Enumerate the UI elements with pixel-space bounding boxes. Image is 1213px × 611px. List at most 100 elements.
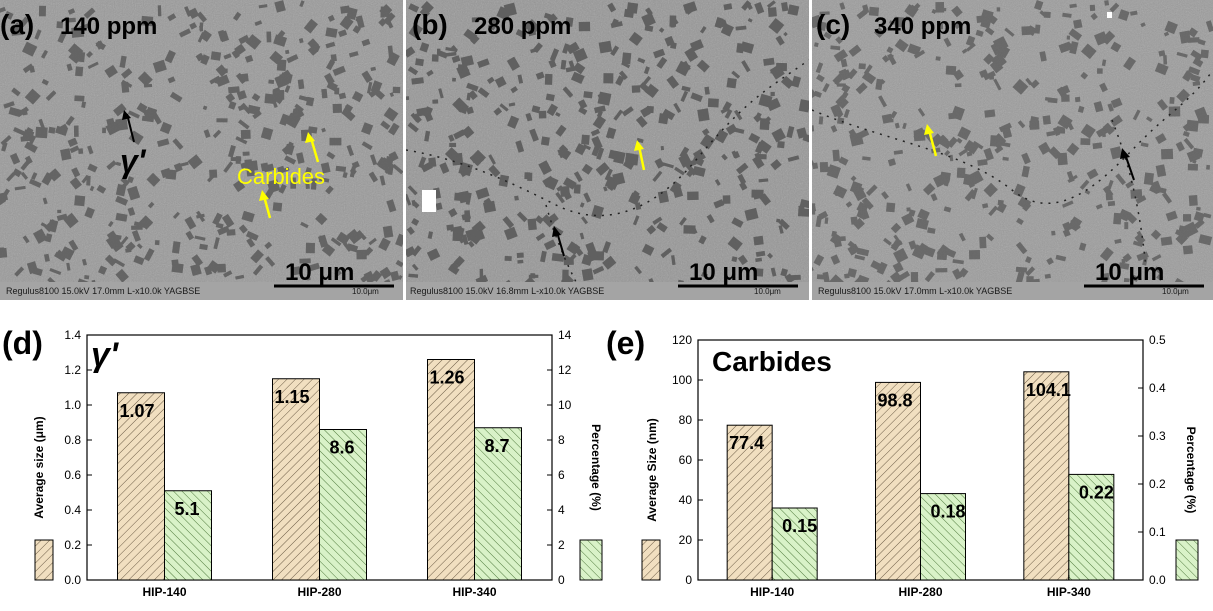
y-right-tick-label: 8: [558, 433, 565, 447]
carbides-annotation: Carbides: [237, 164, 325, 189]
size-bar: [726, 424, 773, 581]
size-bar: [272, 378, 320, 581]
percentage-bar: [1068, 473, 1115, 581]
y-left-tick-label: 100: [672, 373, 692, 387]
concentration-label: 340 ppm: [874, 13, 971, 40]
chart-title: γ': [91, 336, 120, 374]
grain-boundary: [406, 59, 809, 217]
micrograph-c: Regulus8100 15.0kV 17.0mm L-x10.0k YAGBS…: [812, 0, 1213, 300]
size-bar: [875, 381, 921, 581]
y-left-tick-label: 1.2: [64, 363, 81, 377]
size-bar-value: 77.4: [729, 433, 764, 453]
y-right-tick-label: 0.4: [1149, 381, 1166, 395]
carbide-arrow: [927, 129, 938, 157]
micrograph-b-image: Regulus8100 15.0kV 16.8mm L-x10.0k YAGBS…: [406, 0, 809, 300]
percentage-bar-value: 8.7: [485, 436, 510, 456]
y-right-tick-label: 4: [558, 503, 565, 517]
scale-bar-label: 10 μm: [1095, 259, 1164, 286]
percentage-bar-value: 8.6: [330, 438, 355, 458]
gamma-prime-arrow: [556, 231, 565, 257]
size-bar: [427, 359, 475, 581]
size-bar-value: 1.15: [275, 387, 310, 407]
sem-footer: Regulus8100 15.0kV 16.8mm L-x10.0k YAGBS…: [410, 286, 604, 296]
y-left-tick-label: 20: [679, 533, 693, 547]
scale-bar-label: 10 μm: [285, 259, 354, 286]
percentage-bar: [319, 429, 367, 581]
y-left-tick-label: 1.4: [64, 328, 81, 342]
y-right-axis-label: Percentage (%): [589, 424, 603, 511]
y-left-tick-label: 60: [679, 453, 693, 467]
gamma-prime-annotation: γ': [120, 143, 147, 179]
x-tick-label: HIP-340: [1047, 585, 1091, 599]
chart-d-svg: 0.0 0.2 0.4 0.6 0.8 1.0 1.2 1.4 0 2 4 6 8 10 12 14 1.07 5…: [2, 325, 603, 599]
scale-bar-label: 10 μm: [689, 259, 758, 286]
percentage-bar: [771, 507, 818, 581]
y-left-tick-label: 0: [685, 573, 692, 587]
micrograph-c-image: Regulus8100 15.0kV 17.0mm L-x10.0k YAGBS…: [812, 0, 1213, 300]
concentration-label: 140 ppm: [60, 13, 157, 40]
chart-title: Carbides: [712, 346, 832, 377]
y-right-tick-label: 12: [558, 363, 572, 377]
y-right-tick-label: 0.3: [1149, 429, 1166, 443]
y-left-tick-label: 80: [679, 413, 693, 427]
percentage-bar-value: 0.15: [782, 516, 817, 536]
sem-footer-scale: 10.0μm: [754, 287, 781, 296]
gamma-prime-arrow: [126, 113, 135, 143]
x-tick-label: HIP-280: [297, 585, 341, 599]
y-right-tick-label: 6: [558, 468, 565, 482]
panel-label-b: (b): [412, 9, 448, 40]
y-left-tick-label: 0.2: [64, 538, 81, 552]
gamma-prime-precipitates: [812, 0, 1213, 290]
size-legend-swatch: [641, 539, 661, 581]
percentage-legend-swatch: [1175, 539, 1199, 581]
gamma-prime-precipitates: [406, 0, 809, 293]
sem-footer: Regulus8100 15.0kV 17.0mm L-x10.0k YAGBS…: [818, 286, 1012, 296]
concentration-label: 280 ppm: [474, 13, 571, 40]
y-right-axis-label: Percentage (%): [1184, 427, 1198, 514]
size-bar: [1023, 371, 1070, 581]
y-left-tick-label: 0.0: [64, 573, 81, 587]
size-bar-value: 1.07: [120, 401, 155, 421]
y-right-tick-label: 10: [558, 398, 572, 412]
micrograph-a-image: Regulus8100 15.0kV 17.0mm L-x10.0k YAGBS…: [0, 0, 403, 300]
micrograph-a: Regulus8100 15.0kV 17.0mm L-x10.0k YAGBS…: [0, 0, 403, 300]
y-left-axis-label: Average size (μm): [32, 416, 46, 518]
percentage-bar: [920, 493, 966, 581]
sem-footer-scale: 10.0μm: [1162, 287, 1189, 296]
size-bar-value: 104.1: [1026, 380, 1071, 400]
y-right-tick-label: 0: [558, 573, 565, 587]
gamma-prime-precipitates: [0, 0, 403, 292]
sem-footer-scale: 10.0μm: [352, 287, 379, 296]
percentage-legend-swatch: [579, 539, 603, 581]
chart-d: 0.0 0.2 0.4 0.6 0.8 1.0 1.2 1.4 0 2 4 6 8 10 12 14 1.07 5…: [0, 318, 606, 611]
grain-boundary: [812, 69, 1213, 204]
bright-particle: [422, 190, 436, 212]
size-bar-value: 98.8: [878, 390, 913, 410]
y-left-tick-label: 0.4: [64, 503, 81, 517]
y-right-tick-label: 14: [558, 328, 572, 342]
y-left-tick-label: 40: [679, 493, 693, 507]
y-left-tick-label: 120: [672, 333, 692, 347]
x-tick-label: HIP-280: [898, 585, 942, 599]
x-tick-label: HIP-140: [750, 585, 794, 599]
y-left-tick-label: 1.0: [64, 398, 81, 412]
micrograph-b: Regulus8100 15.0kV 16.8mm L-x10.0k YAGBS…: [406, 0, 809, 300]
panel-label: (e): [606, 325, 645, 361]
x-tick-label: HIP-140: [142, 585, 186, 599]
percentage-bar-value: 0.18: [931, 502, 966, 522]
x-tick-label: HIP-340: [452, 585, 496, 599]
y-right-tick-label: 2: [558, 538, 565, 552]
percentage-bar-value: 0.22: [1079, 482, 1114, 502]
panel-label: (d): [2, 325, 43, 361]
y-left-axis-label: Average Size (nm): [645, 418, 659, 522]
y-right-tick-label: 0.1: [1149, 525, 1166, 539]
carbide-arrow-upper: [309, 137, 320, 163]
sem-footer: Regulus8100 15.0kV 17.0mm L-x10.0k YAGBS…: [6, 286, 200, 296]
y-right-tick-label: 0.2: [1149, 477, 1166, 491]
panel-label-c: (c): [816, 9, 850, 40]
y-right-tick-label: 0.0: [1149, 573, 1166, 587]
y-left-tick-label: 0.8: [64, 433, 81, 447]
percentage-bar: [474, 427, 522, 581]
panel-label-a: (a): [0, 9, 34, 40]
chart-e: 0 20 40 60 80 100 120 0.0 0.1 0.2 0.3 0.4 0.5 77.4 0.1…: [606, 318, 1213, 611]
